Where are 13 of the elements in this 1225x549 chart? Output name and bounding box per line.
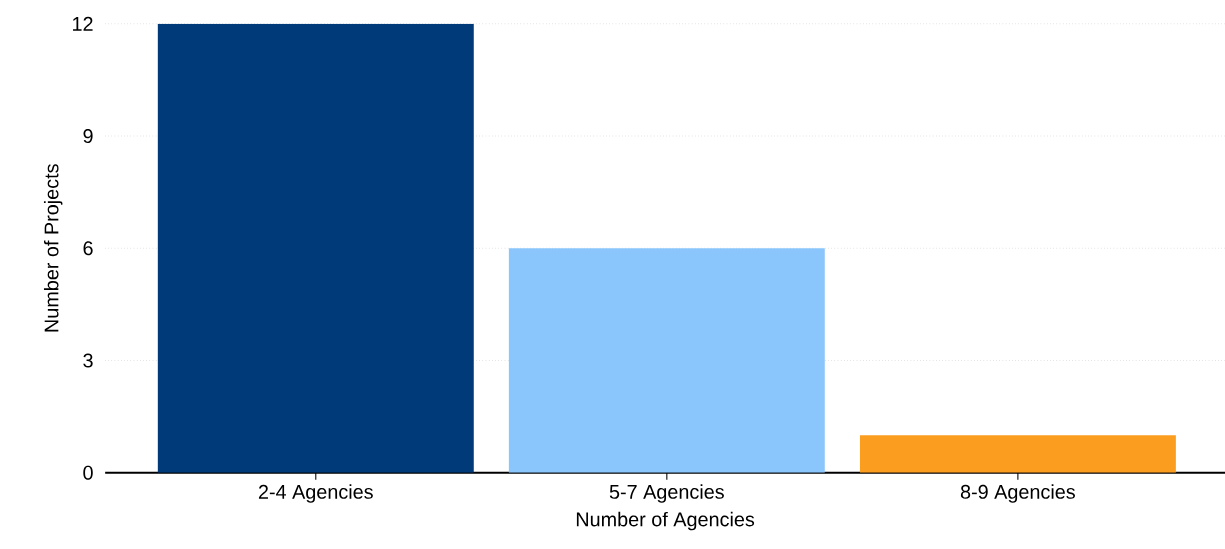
bar: [859, 435, 1176, 473]
y-tick-label: 6: [83, 241, 93, 256]
x-axis-title: Number of Agencies: [576, 511, 755, 531]
bar: [508, 248, 825, 473]
x-tick-label: 8-9 Agencies: [960, 484, 1075, 503]
y-tick-label: 12: [73, 16, 93, 31]
bar: [157, 23, 474, 473]
y-tick-label: 9: [83, 128, 93, 144]
x-tick-label: 5-7 Agencies: [609, 484, 724, 503]
y-axis-title: Number of Projects: [43, 164, 63, 332]
y-tick-label: 3: [83, 353, 93, 368]
y-tick-label: 0: [83, 465, 93, 480]
x-tick-label: 2-4 Agencies: [258, 484, 373, 503]
